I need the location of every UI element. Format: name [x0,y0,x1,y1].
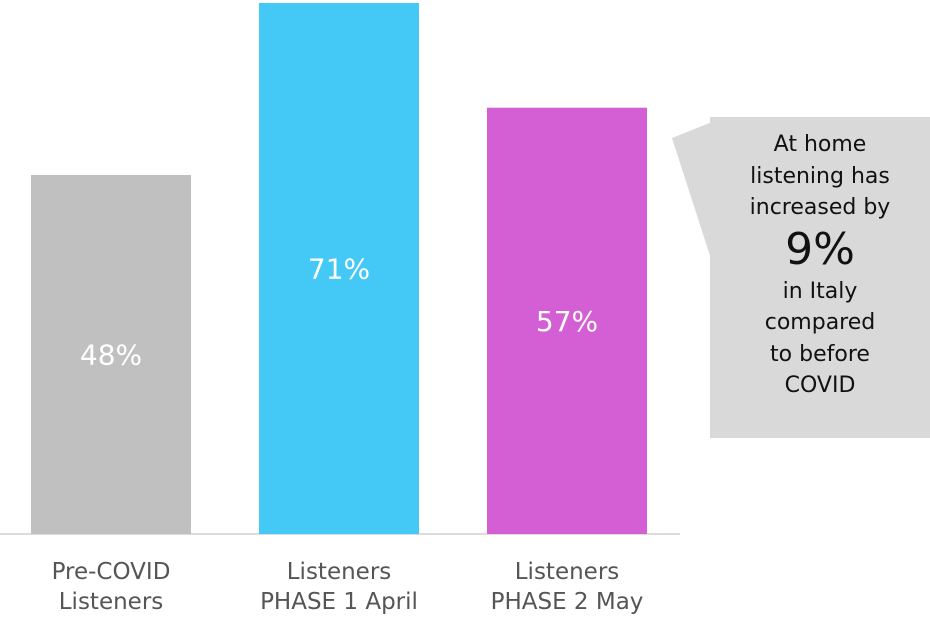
category-label-1: Listeners PHASE 1 April [260,559,418,615]
callout-line-5: compared [764,310,876,335]
bar-2 [487,107,647,534]
callout-line-6: to before [770,341,870,367]
bar-value-label-1: 71% [308,253,370,286]
callout-line-4: in Italy [782,278,858,304]
category-label-2: Listeners PHASE 2 May [490,559,644,615]
category-label-0: Pre-COVID Listeners [51,559,171,615]
callout-pointer [672,122,712,262]
bar-value-label-0: 48% [80,339,142,372]
callout-line-2: listening has [750,163,890,189]
bar-1 [259,3,419,534]
bar-value-label-2: 57% [536,305,598,338]
callout-line-3: increased by [749,195,891,220]
callout-box: At home listening has increased by 9% in… [710,117,930,438]
callout-line-7: COVID [784,373,856,398]
callout-line-1: At home [773,132,867,157]
bar-0 [31,175,191,534]
callout-highlight: 9% [785,223,855,275]
